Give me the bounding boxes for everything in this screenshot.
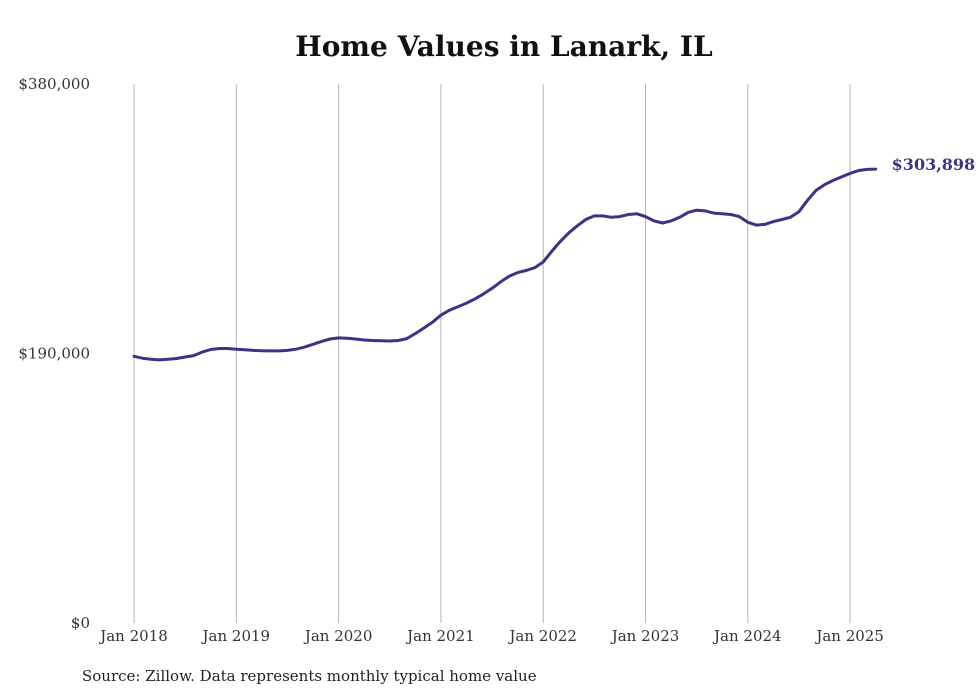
x-tick-label: Jan 2021 xyxy=(405,627,475,645)
x-tick-label: Jan 2018 xyxy=(98,627,168,645)
x-tick-label: Jan 2024 xyxy=(712,627,782,645)
x-tick-label: Jan 2020 xyxy=(303,627,373,645)
y-tick-label: $0 xyxy=(71,614,90,632)
x-tick-label: Jan 2025 xyxy=(814,627,884,645)
y-tick-label: $380,000 xyxy=(18,75,90,93)
x-tick-label: Jan 2019 xyxy=(201,627,271,645)
x-tick-label: Jan 2022 xyxy=(507,627,577,645)
chart-title: Home Values in Lanark, IL xyxy=(295,30,713,63)
x-tick-label: Jan 2023 xyxy=(610,627,680,645)
end-value-label: $303,898 xyxy=(892,155,976,174)
y-tick-label: $190,000 xyxy=(18,345,90,363)
series-line xyxy=(132,167,878,362)
source-note: Source: Zillow. Data represents monthly … xyxy=(82,667,537,685)
